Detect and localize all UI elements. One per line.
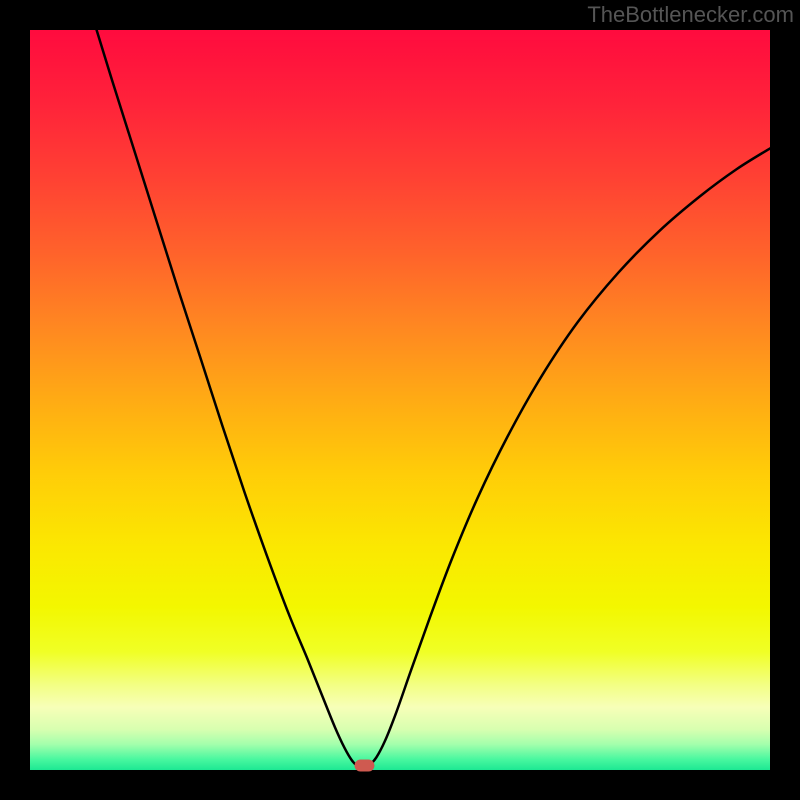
watermark-text: TheBottlenecker.com bbox=[587, 2, 794, 28]
bottleneck-chart bbox=[0, 0, 800, 800]
chart-stage: TheBottlenecker.com bbox=[0, 0, 800, 800]
optimal-point-marker bbox=[354, 760, 374, 772]
plot-background-gradient bbox=[30, 30, 770, 770]
